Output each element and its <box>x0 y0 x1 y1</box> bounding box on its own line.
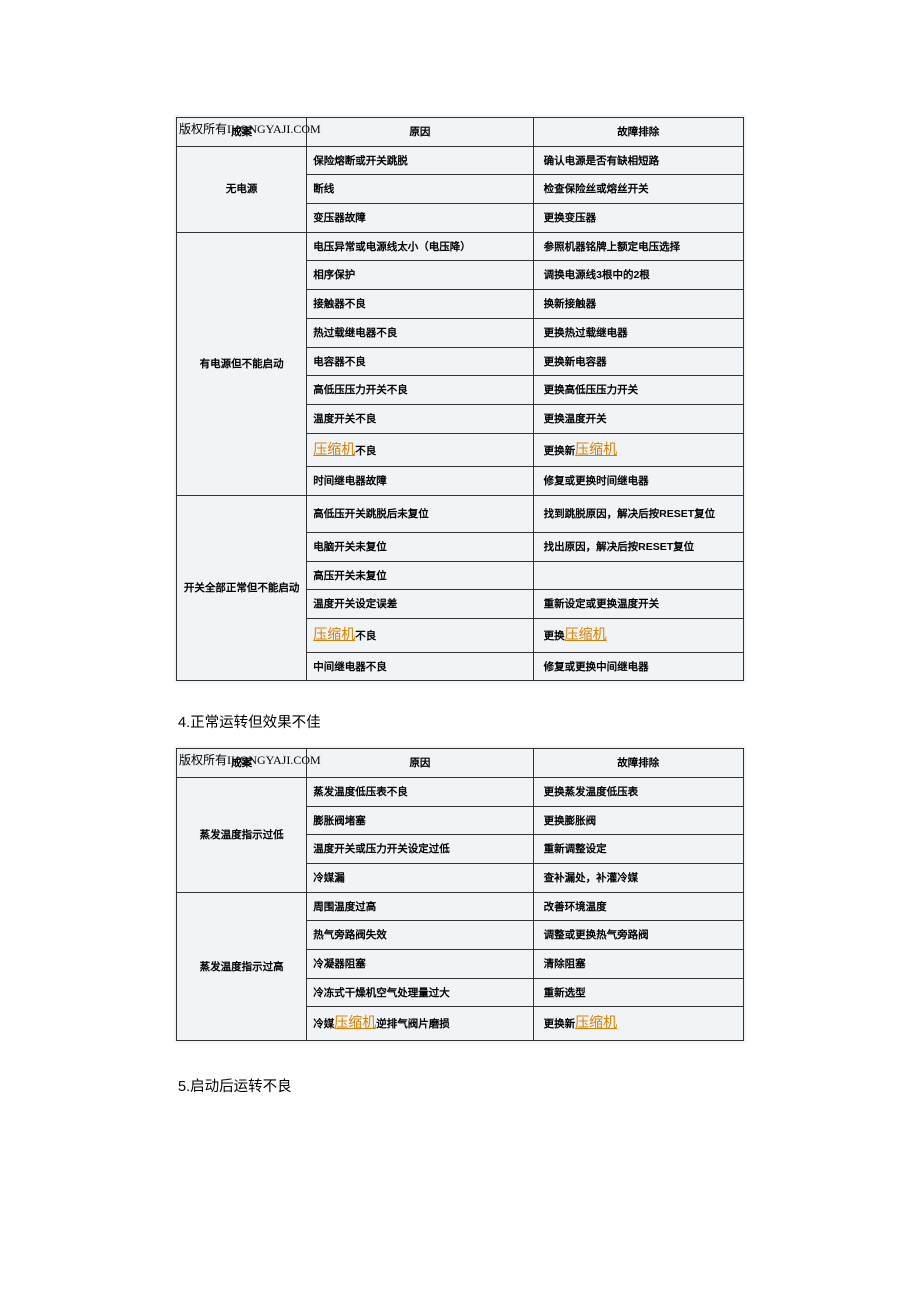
fix-cell: 更换高低压压力开关 <box>533 376 743 405</box>
cause-cell: 温度开关不良 <box>307 404 533 433</box>
cause-cell: 保险熔断或开关跳脱 <box>307 146 533 175</box>
phenomenon-cell: 蒸发温度指示过低 <box>177 777 307 892</box>
fix-cell: 更换蒸发温度低压表 <box>533 777 743 806</box>
table-row: 有电源但不能启动 电压异常或电源线太小（电压降） 参照机器铭牌上额定电压选择 <box>177 232 744 261</box>
cause-cell: 高低压开关跳脱后未复位 <box>307 495 533 532</box>
fix-cell: 更换膨胀阀 <box>533 806 743 835</box>
fix-cell: 参照机器铭牌上额定电压选择 <box>533 232 743 261</box>
header-label: 原因 <box>409 757 430 769</box>
cause-cell: 温度开关设定误差 <box>307 590 533 619</box>
cause-cell: 冷媒压缩机逆排气阀片磨损 <box>307 1007 533 1041</box>
section-heading-4: 4.正常运转但效果不佳 <box>174 711 746 732</box>
fix-cell: 找出原因，解决后按RESET复位 <box>533 532 743 561</box>
fix-cell: 更换新压缩机 <box>533 1007 743 1041</box>
fix-cell: 找到跳脱原因，解决后按RESET复位 <box>533 495 743 532</box>
cause-cell: 中间继电器不良 <box>307 652 533 681</box>
cause-cell: 断线 <box>307 175 533 204</box>
table-header-cell: 原因 <box>307 118 533 147</box>
section-heading-5: 5.启动后运转不良 <box>174 1075 746 1096</box>
fix-cell: 换新接触器 <box>533 290 743 319</box>
fix-cell: 改善环境温度 <box>533 892 743 921</box>
keyword-link[interactable]: 压缩机 <box>313 443 355 458</box>
table-header-cell: 故障排除 <box>533 118 743 147</box>
cause-cell: 冷媒漏 <box>307 864 533 893</box>
fix-cell: 重新调整设定 <box>533 835 743 864</box>
cause-cell: 冷冻式干燥机空气处理量过大 <box>307 978 533 1007</box>
phenomenon-cell: 无电源 <box>177 146 307 232</box>
cause-cell: 电压异常或电源线太小（电压降） <box>307 232 533 261</box>
fix-cell: 更换新电容器 <box>533 347 743 376</box>
cause-cell: 膨胀阀堵塞 <box>307 806 533 835</box>
fix-cell: 更换变压器 <box>533 204 743 233</box>
table-header-cell: 版权所有IKONGYAJI.COM 成案 <box>177 749 307 778</box>
cause-cell: 变压器故障 <box>307 204 533 233</box>
table-1: 版权所有IKONGYAJI.COM 成案 原因 故障排除 无电源 保险熔断或开关… <box>176 117 744 681</box>
header-label: 故障排除 <box>617 757 659 769</box>
table-2: 版权所有IKONGYAJI.COM 成案 原因 故障排除 蒸发温度指示过低 蒸发… <box>176 748 744 1041</box>
cause-cell: 高压开关未复位 <box>307 561 533 590</box>
header-label: 成案 <box>231 125 252 140</box>
fix-cell: 重新设定或更换温度开关 <box>533 590 743 619</box>
table-header-row: 版权所有IKONGYAJI.COM 成案 原因 故障排除 <box>177 749 744 778</box>
table-row: 蒸发温度指示过低 蒸发温度低压表不良 更换蒸发温度低压表 <box>177 777 744 806</box>
cause-cell: 相序保护 <box>307 261 533 290</box>
fix-cell: 更换压缩机 <box>533 619 743 653</box>
fix-cell: 更换新压缩机 <box>533 433 743 467</box>
cause-cell: 热气旁路阀失效 <box>307 921 533 950</box>
cause-cell: 电容器不良 <box>307 347 533 376</box>
keyword-link[interactable]: 压缩机 <box>565 628 607 643</box>
phenomenon-cell: 蒸发温度指示过高 <box>177 892 307 1040</box>
cause-cell: 接触器不良 <box>307 290 533 319</box>
fix-cell: 确认电源是否有缺相短路 <box>533 146 743 175</box>
table-header-row: 版权所有IKONGYAJI.COM 成案 原因 故障排除 <box>177 118 744 147</box>
phenomenon-cell: 开关全部正常但不能启动 <box>177 495 307 680</box>
header-label: 成案 <box>231 756 252 771</box>
table-row: 蒸发温度指示过高 周围温度过高 改善环境温度 <box>177 892 744 921</box>
fix-cell: 调整或更换热气旁路阀 <box>533 921 743 950</box>
header-label: 原因 <box>409 126 430 138</box>
keyword-link[interactable]: 压缩机 <box>313 628 355 643</box>
cause-cell: 蒸发温度低压表不良 <box>307 777 533 806</box>
table-row: 无电源 保险熔断或开关跳脱 确认电源是否有缺相短路 <box>177 146 744 175</box>
document-page: 版权所有IKONGYAJI.COM 成案 原因 故障排除 无电源 保险熔断或开关… <box>0 0 920 1302</box>
cause-cell: 冷凝器阻塞 <box>307 950 533 979</box>
cause-cell: 周围温度过高 <box>307 892 533 921</box>
fix-cell <box>533 561 743 590</box>
cause-cell: 压缩机不良 <box>307 433 533 467</box>
keyword-link[interactable]: 压缩机 <box>334 1016 376 1031</box>
table-header-cell: 原因 <box>307 749 533 778</box>
fix-cell: 更换温度开关 <box>533 404 743 433</box>
cause-cell: 压缩机不良 <box>307 619 533 653</box>
fix-cell: 检查保险丝或熔丝开关 <box>533 175 743 204</box>
table-2-wrap: 版权所有IKONGYAJI.COM 成案 原因 故障排除 蒸发温度指示过低 蒸发… <box>174 746 746 1043</box>
table-row: 开关全部正常但不能启动 高低压开关跳脱后未复位 找到跳脱原因，解决后按RESET… <box>177 495 744 532</box>
fix-cell: 修复或更换中间继电器 <box>533 652 743 681</box>
keyword-link[interactable]: 压缩机 <box>575 1016 617 1031</box>
table-1-wrap: 版权所有IKONGYAJI.COM 成案 原因 故障排除 无电源 保险熔断或开关… <box>174 115 746 683</box>
cause-cell: 高低压压力开关不良 <box>307 376 533 405</box>
fix-cell: 清除阻塞 <box>533 950 743 979</box>
fix-cell: 重新选型 <box>533 978 743 1007</box>
phenomenon-cell: 有电源但不能启动 <box>177 232 307 495</box>
cause-cell: 热过载继电器不良 <box>307 318 533 347</box>
cause-cell: 温度开关或压力开关设定过低 <box>307 835 533 864</box>
table-header-cell: 故障排除 <box>533 749 743 778</box>
fix-cell: 更换热过载继电器 <box>533 318 743 347</box>
fix-cell: 查补漏处，补灌冷媒 <box>533 864 743 893</box>
cause-cell: 时间继电器故障 <box>307 467 533 496</box>
cause-cell: 电脑开关未复位 <box>307 532 533 561</box>
table-header-cell: 版权所有IKONGYAJI.COM 成案 <box>177 118 307 147</box>
fix-cell: 修复或更换时间继电器 <box>533 467 743 496</box>
fix-cell: 调换电源线3根中的2根 <box>533 261 743 290</box>
keyword-link[interactable]: 压缩机 <box>575 443 617 458</box>
header-label: 故障排除 <box>617 126 659 138</box>
